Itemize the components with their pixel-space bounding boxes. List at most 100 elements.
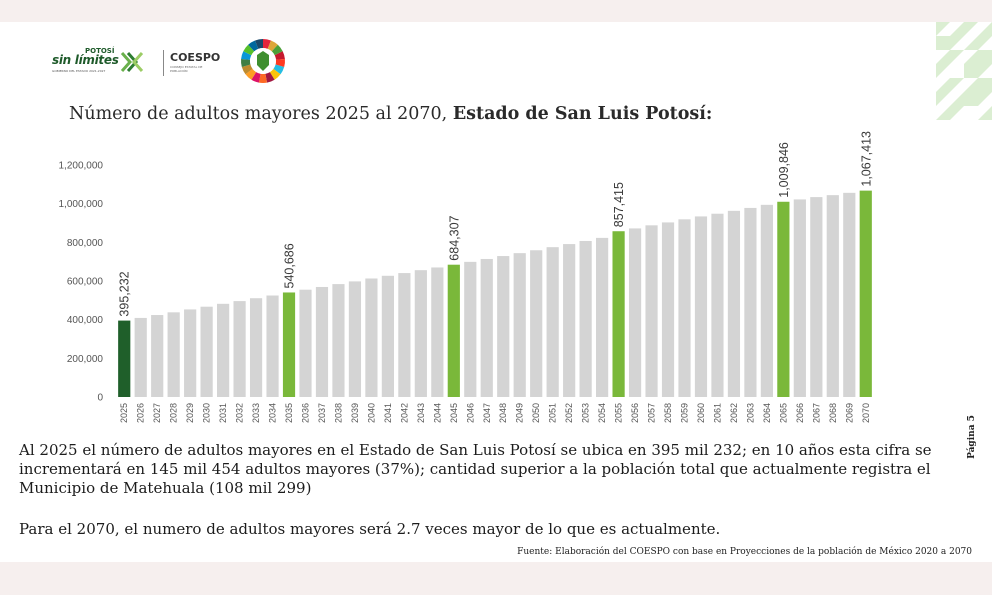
bar-2030: [200, 306, 213, 397]
y-tick-label: 200,000: [67, 354, 104, 365]
x-axis: 2025 2026 2027 2028 2029 2030 2031 2032 2033 2034…: [119, 403, 871, 423]
bar-2064: [760, 204, 773, 397]
x-tick-label: 2054: [597, 403, 607, 423]
sdg-wheel-icon: [241, 39, 285, 83]
y-axis: 0 200,000 400,000 600,000 800,000 1,000,000 1,…: [59, 161, 104, 404]
bar-2025: [118, 320, 131, 397]
bar-2033: [249, 298, 263, 397]
bar-2039: [348, 281, 362, 397]
bar-2060: [694, 216, 708, 397]
bar-2052: [563, 244, 576, 397]
x-tick-label: 2041: [383, 403, 393, 423]
coespo-logo: COESPO: [170, 51, 221, 64]
bar-2031: [217, 303, 230, 397]
x-tick-label: 2033: [251, 403, 261, 423]
x-tick-label: 2064: [762, 403, 772, 423]
bar-2027: [151, 315, 164, 397]
y-tick-label: 1,000,000: [59, 199, 104, 210]
bar-2047: [480, 258, 493, 397]
chart-title-bold: Estado de San Luis Potosí:: [452, 104, 713, 124]
x-tick-label: 2049: [515, 403, 525, 423]
bar-2066: [793, 199, 806, 397]
x-tick-label: 2058: [663, 403, 673, 423]
data-label-2045: 684,307: [447, 215, 461, 260]
page-number-wrap: Página 5: [965, 414, 979, 464]
x-tick-label: 2035: [284, 403, 294, 423]
x-tick-label: 2062: [729, 403, 739, 423]
bar-2046: [464, 261, 477, 397]
x-tick-label: 2040: [366, 403, 376, 423]
bar-2068: [826, 195, 839, 397]
bar-2049: [513, 253, 526, 397]
y-tick-label: 400,000: [67, 315, 104, 326]
x-tick-label: 2038: [333, 403, 343, 423]
potosi-star-icon: [120, 52, 144, 72]
x-tick-label: 2057: [647, 403, 657, 423]
bar-2067: [810, 197, 823, 397]
x-tick-label: 2047: [482, 403, 492, 423]
bar-2059: [678, 219, 691, 397]
bar-2043: [414, 270, 427, 397]
data-labels: 395,232 540,686 684,307 857,415 1,009,846 1,0…: [118, 131, 874, 317]
x-tick-label: 2045: [449, 403, 459, 423]
x-tick-label: 2026: [136, 403, 146, 423]
x-tick-label: 2068: [828, 403, 838, 423]
logo-separator: [163, 50, 164, 76]
y-tick-label: 0: [97, 393, 103, 404]
potosi-logo-text: sin límites: [52, 53, 119, 67]
bar-2069: [843, 192, 856, 397]
bar-2026: [134, 317, 147, 397]
bar-2036: [299, 289, 312, 397]
chart-title: Número de adultos mayores 2025 al 2070, …: [69, 104, 712, 124]
x-tick-label: 2050: [531, 403, 541, 423]
bar-2048: [497, 256, 510, 397]
potosi-logo: POTOSÍ sin límites GOBIERNO DEL ESTADO 2…: [50, 47, 160, 77]
x-tick-label: 2055: [614, 403, 624, 423]
x-tick-label: 2027: [152, 403, 162, 423]
x-tick-label: 2042: [399, 403, 409, 423]
x-tick-label: 2070: [861, 403, 871, 423]
potosi-logo-sub: GOBIERNO DEL ESTADO 2021-2027: [52, 69, 106, 73]
x-tick-label: 2067: [811, 403, 821, 423]
x-tick-label: 2051: [548, 403, 558, 423]
x-tick-label: 2025: [119, 403, 129, 423]
bar-2058: [661, 222, 675, 397]
x-tick-label: 2046: [465, 403, 475, 423]
x-tick-label: 2029: [185, 403, 195, 423]
x-tick-label: 2059: [680, 403, 690, 423]
bars: [118, 190, 872, 397]
paragraph-summary: Al 2025 el número de adultos mayores en …: [19, 441, 932, 497]
paragraph-projection: Para el 2070, el numero de adultos mayor…: [19, 520, 721, 538]
x-tick-label: 2060: [696, 403, 706, 423]
x-tick-label: 2034: [268, 403, 278, 423]
bar-2063: [744, 207, 757, 397]
y-tick-label: 800,000: [67, 238, 104, 249]
bar-2042: [398, 273, 411, 397]
bar-2037: [315, 286, 329, 397]
page-sheet: [0, 22, 992, 562]
data-label-2025: 395,232: [118, 271, 132, 316]
source-note: Fuente: Elaboración del COESPO con base …: [517, 547, 972, 557]
bar-2038: [332, 284, 345, 397]
chart-title-plain: Número de adultos mayores 2025 al 2070,: [69, 104, 453, 124]
y-tick-label: 600,000: [67, 277, 104, 288]
x-tick-label: 2065: [778, 403, 788, 423]
bar-2041: [381, 275, 394, 397]
data-label-2065: 1,009,846: [777, 142, 791, 198]
bar-2057: [645, 225, 658, 397]
data-label-2035: 540,686: [283, 243, 297, 288]
x-tick-label: 2037: [317, 403, 327, 423]
bar-2055: [612, 231, 625, 397]
x-tick-label: 2052: [564, 403, 574, 423]
x-tick-label: 2066: [795, 403, 805, 423]
bar-2061: [711, 213, 724, 397]
x-tick-label: 2048: [498, 403, 508, 423]
x-tick-label: 2036: [301, 403, 311, 423]
x-tick-label: 2044: [432, 403, 442, 423]
x-tick-label: 2056: [630, 403, 640, 423]
x-tick-label: 2043: [416, 403, 426, 423]
x-tick-label: 2030: [202, 403, 212, 423]
x-tick-label: 2031: [218, 403, 228, 423]
bar-2035: [282, 292, 296, 397]
bar-2028: [167, 312, 180, 397]
